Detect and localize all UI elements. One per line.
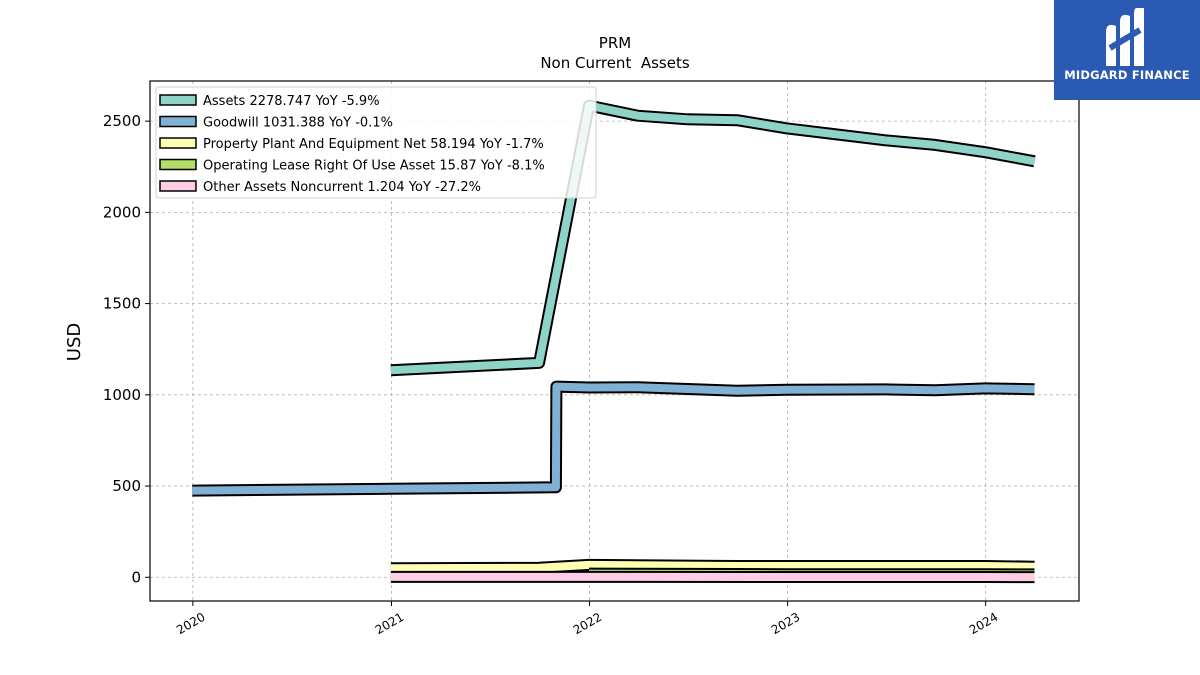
legend-label: Property Plant And Equipment Net 58.194 … bbox=[203, 137, 544, 152]
legend-label: Goodwill 1031.388 YoY -0.1% bbox=[203, 116, 393, 131]
y-tick-label: 0 bbox=[131, 568, 141, 586]
y-axis-label: USD bbox=[64, 323, 85, 361]
legend-label: Operating Lease Right Of Use Asset 15.87… bbox=[203, 159, 545, 174]
legend-swatch bbox=[159, 158, 197, 171]
series-line-fill bbox=[192, 382, 1035, 495]
legend: Assets 2278.747 YoY -5.9% Goodwill 1031.3… bbox=[155, 86, 597, 199]
chart-title: PRM bbox=[599, 34, 631, 52]
legend-swatch bbox=[159, 137, 197, 149]
legend-box bbox=[155, 86, 597, 199]
y-tick-label: 1000 bbox=[103, 386, 141, 404]
logo-text: MIDGARD FINANCE bbox=[1064, 68, 1190, 82]
legend-label: Assets 2278.747 YoY -5.9% bbox=[203, 94, 380, 109]
legend-swatch bbox=[159, 94, 197, 106]
midgard-finance-logo: MIDGARD FINANCE bbox=[1054, 0, 1200, 100]
x-tick-label: 2021 bbox=[373, 610, 406, 637]
legend-swatch bbox=[159, 115, 197, 128]
x-tick-label: 2024 bbox=[967, 610, 1000, 637]
series-line-3 bbox=[390, 558, 1035, 575]
x-tick-label: 2020 bbox=[174, 610, 207, 637]
y-tick-label: 500 bbox=[112, 477, 141, 495]
x-tick-label: 2022 bbox=[571, 610, 604, 637]
y-tick-label: 2000 bbox=[103, 203, 141, 221]
chart-subtitle: Non Current Assets bbox=[540, 54, 690, 72]
midgard-logo-icon bbox=[1106, 8, 1144, 66]
series-line-fill bbox=[390, 560, 1035, 573]
legend-label: Other Assets Noncurrent 1.204 YoY -27.2% bbox=[203, 180, 481, 195]
legend-swatch bbox=[159, 180, 197, 192]
series-line-outline bbox=[192, 380, 1035, 497]
plot-frame bbox=[149, 80, 1080, 602]
series-line-2 bbox=[192, 380, 1035, 497]
x-tick-label: 2023 bbox=[769, 610, 802, 637]
y-tick-label: 2500 bbox=[103, 112, 141, 130]
y-tick-label: 1500 bbox=[103, 295, 141, 313]
